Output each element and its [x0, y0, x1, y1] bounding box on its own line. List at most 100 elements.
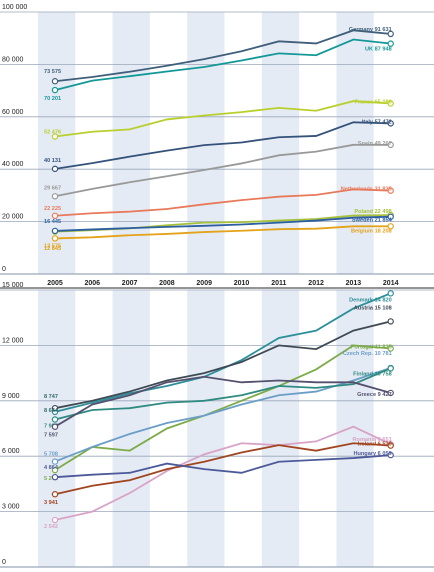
- data-point-sweden: [51, 227, 59, 235]
- start-label-france: 52 476: [44, 130, 61, 136]
- x-tick-label-2010: 2010: [234, 280, 250, 287]
- x-tick-label-2014: 2014: [383, 280, 399, 287]
- x-tick-label-2009: 2009: [196, 280, 212, 287]
- year-band-2009: [187, 290, 225, 567]
- x-tick-label-2006: 2006: [85, 280, 101, 287]
- start-label-czech-rep: 5 708: [44, 452, 58, 458]
- series-hungary: Hungary 6 059 4 864: [44, 451, 394, 481]
- series-line-uk: [54, 38, 391, 91]
- data-point-belgium: [51, 235, 59, 242]
- series-spain: Spain 49 267 29 667: [44, 141, 394, 200]
- data-point-spain: [387, 141, 394, 149]
- data-point-ireland: [51, 491, 59, 498]
- data-point-finland: [387, 365, 394, 372]
- start-label-belgium: 13 575: [44, 243, 61, 249]
- end-label-belgium: Belgium 18 208: [351, 228, 392, 234]
- end-label-denmark: Denmark 14 820: [349, 297, 392, 303]
- year-band-2011: [261, 290, 300, 567]
- data-point-greece: [387, 389, 394, 397]
- data-point-uk: [51, 86, 59, 94]
- year-band-2013: [336, 12, 374, 274]
- data-point-france: [51, 133, 59, 140]
- end-label-portugal: Portugal 11 835: [351, 344, 392, 350]
- data-point-germany: [51, 78, 59, 85]
- series-line-austria: [54, 320, 391, 410]
- end-label-germany: Germany 91 631: [349, 27, 392, 33]
- year-band-2011: [261, 12, 300, 274]
- start-label-italy: 40 131: [44, 158, 61, 164]
- y-tick-label: 9 000: [2, 393, 20, 400]
- y-tick-label: 6 000: [2, 448, 20, 455]
- data-point-netherlands: [51, 212, 59, 219]
- y-tick-label: 0: [2, 559, 6, 566]
- chart-upper-total: 0 20 000 40 000 60 000 80 000 100 000 2005 2006…: [0, 4, 434, 287]
- series-belgium: Belgium 18 208 13 575: [44, 223, 394, 249]
- series-line-spain: [54, 143, 391, 198]
- y-tick-label: 12 000: [2, 337, 24, 344]
- end-label-uk: UK 87 948: [365, 47, 392, 53]
- y-tick-label: 80 000: [2, 56, 24, 63]
- data-point-denmark: [387, 290, 394, 297]
- x-tick-label-2007: 2007: [122, 280, 138, 287]
- start-label-netherlands: 22 225: [44, 206, 61, 212]
- start-label-uk: 70 201: [44, 96, 61, 102]
- data-point-romania: [51, 516, 59, 524]
- data-point-portugal: [387, 345, 394, 352]
- x-tick-label-2012: 2012: [308, 280, 324, 287]
- data-point-netherlands: [387, 187, 394, 194]
- data-point-belgium: [387, 223, 394, 230]
- start-label-hungary: 4 864: [44, 465, 59, 471]
- data-point-finland: [51, 416, 59, 423]
- data-point-hungary: [387, 451, 394, 459]
- series-italy: Italy 57 472 40 131: [44, 119, 394, 173]
- data-point-hungary: [51, 473, 59, 481]
- series-portugal: Portugal 11 835 5 245: [44, 344, 394, 482]
- x-tick-label-2013: 2013: [346, 280, 362, 287]
- end-label-austria: Austria 15 108: [354, 305, 392, 311]
- year-band-2007: [112, 290, 150, 567]
- data-point-spain: [51, 193, 59, 200]
- series-line-portugal: [54, 344, 391, 471]
- data-point-italy: [51, 165, 59, 173]
- start-label-sweden: 16 445: [44, 219, 61, 225]
- series-finland: Finland 10 758 7 987: [44, 365, 394, 430]
- year-band-2009: [187, 12, 225, 274]
- y-tick-label: 0: [2, 266, 6, 273]
- data-point-portugal: [51, 466, 59, 474]
- start-label-extra: 12 845: [44, 246, 61, 252]
- end-label-italy: Italy 57 472: [362, 119, 392, 125]
- end-label-romania: Romania 6 651: [353, 437, 392, 443]
- series-uk: UK 87 948 70 201: [44, 38, 394, 102]
- end-label-finland: Finland 10 758: [353, 371, 392, 377]
- data-point-italy: [387, 120, 394, 127]
- data-point-czech-rep: [51, 458, 59, 465]
- series-sweden: Sweden 21 854 16 445: [44, 213, 394, 235]
- start-label-portugal: 5 245: [44, 476, 58, 482]
- chart-lower-total: 0 3 000 6 000 9 000 12 000 15 000 Denmark 14 8…: [0, 282, 434, 568]
- start-label-extra: 8 747: [44, 394, 58, 400]
- end-label-ireland: Ireland 6 576: [358, 442, 392, 448]
- start-label-romania: 2 542: [44, 524, 58, 530]
- data-point-sweden: [387, 213, 394, 220]
- data-point-ireland: [387, 442, 394, 449]
- series-greece: Greece 9 427 7 597: [44, 375, 394, 439]
- start-label-finland: 7 987: [44, 424, 58, 430]
- year-band-2007: [112, 12, 150, 274]
- x-tick-label-2005: 2005: [47, 280, 63, 287]
- start-label-extra: 8 644: [44, 408, 59, 414]
- end-label-sweden: Sweden 21 854: [352, 218, 393, 224]
- series-line-greece: [54, 375, 391, 428]
- series-line-italy: [54, 121, 391, 170]
- series-germany: Germany 91 631 73 575: [44, 27, 394, 85]
- series-ireland: Ireland 6 576 3 941: [44, 442, 394, 506]
- series-line-france: [54, 100, 391, 138]
- data-point-austria: [51, 404, 59, 412]
- data-point-greece: [51, 423, 59, 430]
- series-austria: Austria 15 108: [51, 305, 394, 412]
- end-label-poland: Poland 22 498: [354, 209, 391, 215]
- year-band-2005: [38, 12, 76, 274]
- series-line-sweden: [54, 215, 391, 232]
- start-label-germany: 73 575: [44, 69, 61, 75]
- series-line-germany: [54, 29, 391, 83]
